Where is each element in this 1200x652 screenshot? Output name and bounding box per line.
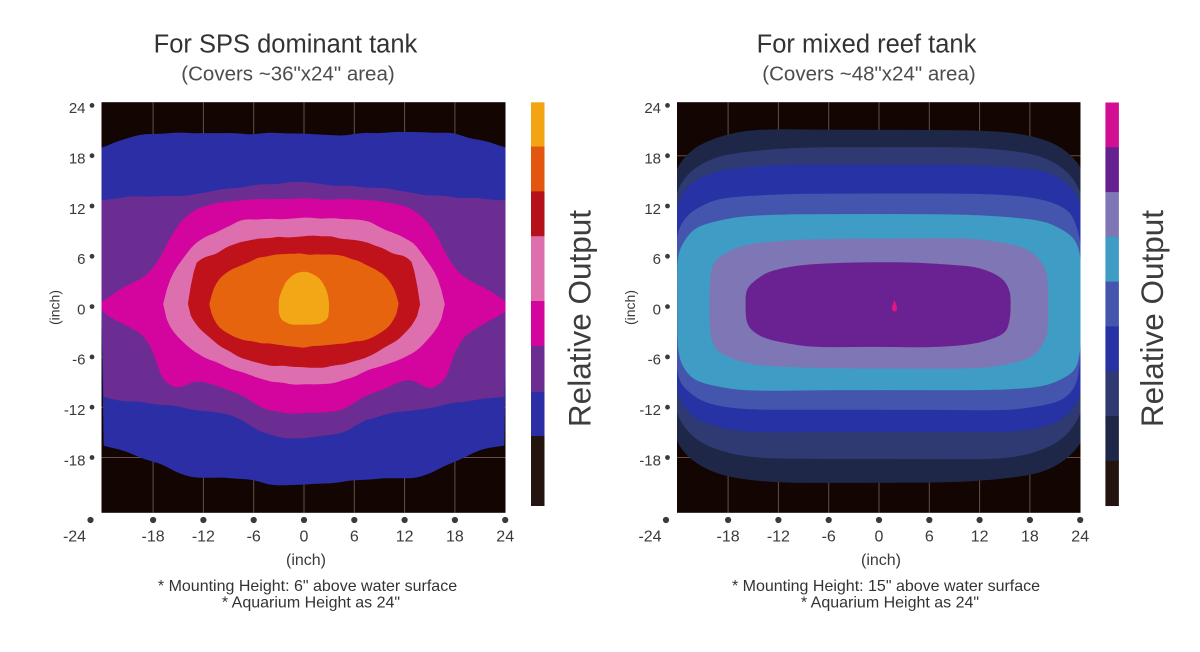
svg-text:-12: -12 [639, 402, 661, 419]
svg-text:24: 24 [69, 100, 86, 117]
svg-text:18: 18 [69, 151, 86, 168]
svg-text:6: 6 [925, 529, 934, 546]
svg-text:-6: -6 [822, 529, 836, 546]
svg-text:18: 18 [1021, 529, 1039, 546]
svg-text:6: 6 [350, 529, 359, 546]
svg-text:(Covers ~36"x24" area): (Covers ~36"x24" area) [181, 63, 394, 86]
svg-text:(inch): (inch) [861, 552, 901, 569]
svg-text:-24: -24 [63, 529, 86, 546]
svg-text:* Mounting Height: 6" above wa: * Mounting Height: 6" above water surfac… [158, 578, 457, 595]
svg-text:-18: -18 [717, 529, 740, 546]
svg-text:-12: -12 [767, 529, 790, 546]
svg-text:0: 0 [300, 529, 309, 546]
svg-text:6: 6 [77, 251, 85, 268]
svg-text:-18: -18 [64, 452, 86, 469]
svg-text:24: 24 [644, 100, 661, 117]
svg-text:-6: -6 [72, 352, 85, 369]
svg-text:-12: -12 [192, 529, 215, 546]
svg-text:0: 0 [875, 529, 884, 546]
svg-text:6: 6 [653, 251, 661, 268]
svg-text:24: 24 [1071, 529, 1089, 546]
svg-text:18: 18 [644, 151, 661, 168]
svg-text:Relative Output: Relative Output [1134, 210, 1170, 427]
svg-text:* Aquarium Height as 24": * Aquarium Height as 24" [801, 595, 979, 612]
svg-text:Relative Output: Relative Output [562, 210, 598, 427]
svg-text:12: 12 [396, 529, 414, 546]
svg-text:12: 12 [971, 529, 989, 546]
svg-text:-18: -18 [142, 529, 165, 546]
svg-text:* Aquarium Height as 24": * Aquarium Height as 24" [222, 595, 400, 612]
svg-text:For mixed reef tank: For mixed reef tank [757, 31, 977, 59]
svg-text:-24: -24 [638, 529, 661, 546]
svg-text:(inch): (inch) [622, 290, 638, 325]
svg-text:* Mounting Height: 15" above w: * Mounting Height: 15" above water surfa… [732, 578, 1040, 595]
svg-text:-18: -18 [639, 452, 661, 469]
svg-text:24: 24 [496, 529, 514, 546]
svg-text:For SPS dominant tank: For SPS dominant tank [154, 31, 418, 59]
svg-text:(inch): (inch) [286, 552, 326, 569]
svg-text:12: 12 [69, 201, 86, 218]
svg-text:0: 0 [77, 301, 85, 318]
svg-text:(inch): (inch) [47, 290, 63, 325]
svg-text:18: 18 [446, 529, 464, 546]
svg-text:12: 12 [644, 201, 661, 218]
svg-text:-12: -12 [64, 402, 86, 419]
svg-text:(Covers ~48"x24" area): (Covers ~48"x24" area) [762, 63, 975, 86]
svg-text:-6: -6 [648, 352, 661, 369]
svg-text:0: 0 [653, 301, 661, 318]
svg-text:-6: -6 [247, 529, 261, 546]
